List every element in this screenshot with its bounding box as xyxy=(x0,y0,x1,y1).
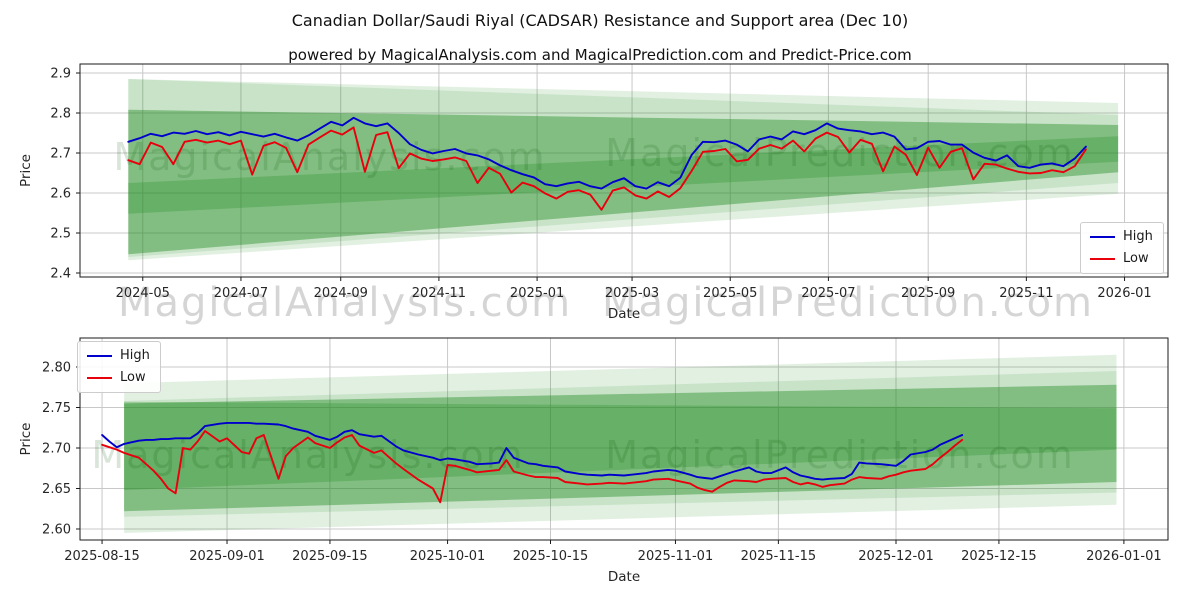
y-tick-label: 2.65 xyxy=(42,482,71,497)
y-tick-label: 2.70 xyxy=(42,441,71,456)
watermark-text: MagicalAnalysis.com xyxy=(91,433,524,477)
x-tick-label: 2025-05 xyxy=(703,286,757,301)
overview-chart: MagicalAnalysis.com MagicalPrediction.com… xyxy=(18,63,1169,322)
x-tick-label: 2025-11-01 xyxy=(638,549,714,564)
x-tick-label: 2025-09 xyxy=(901,286,955,301)
y-tick-label: 2.8 xyxy=(50,107,71,122)
low-line xyxy=(101,430,964,504)
legend-item-low: Low xyxy=(87,370,150,386)
y-tick-label: 2.9 xyxy=(50,67,71,82)
x-tick-label: 2024-11 xyxy=(412,286,466,301)
support-resistance-band xyxy=(124,371,1117,517)
x-tick-label: 2025-08-15 xyxy=(64,549,140,564)
y-axis-label: Price xyxy=(18,154,34,187)
x-tick-label: 2025-09-15 xyxy=(292,549,368,564)
y-tick-label: 2.75 xyxy=(42,401,71,416)
legend-overview: High Low xyxy=(1080,222,1164,274)
x-tick-label: 2026-01-01 xyxy=(1086,549,1162,564)
x-tick-label: 2025-11 xyxy=(999,286,1053,301)
plot-frame xyxy=(79,63,1169,278)
legend-label-high: High xyxy=(120,348,150,363)
legend-label-high: High xyxy=(1123,229,1153,244)
x-tick-label: 2024-05 xyxy=(116,286,170,301)
x-tick-label: 2025-11-15 xyxy=(741,549,817,564)
legend-item-high: High xyxy=(87,348,150,364)
legend-label-low: Low xyxy=(1123,251,1149,266)
y-tick-label: 2.80 xyxy=(42,360,71,375)
support-resistance-band xyxy=(124,384,1117,512)
y-tick-label: 2.5 xyxy=(50,227,71,242)
legend-recent: High Low xyxy=(77,341,161,393)
chart-title: Canadian Dollar/Saudi Riyal (CADSAR) Res… xyxy=(291,11,909,30)
y-tick-label: 2.6 xyxy=(50,187,71,202)
legend-item-low: Low xyxy=(1090,251,1153,267)
x-axis-label: Date xyxy=(608,569,640,585)
high-line-swatch xyxy=(1090,236,1115,238)
x-tick-label: 2025-10-15 xyxy=(513,549,589,564)
low-line-swatch xyxy=(1090,258,1115,260)
x-tick-label: 2025-03 xyxy=(605,286,659,301)
x-tick-label: 2025-09-01 xyxy=(189,549,265,564)
x-tick-label: 2025-12-15 xyxy=(961,549,1037,564)
y-axis-label: Price xyxy=(18,423,34,456)
x-tick-label: 2025-12-01 xyxy=(858,549,934,564)
support-resistance-band xyxy=(124,401,1117,491)
support-resistance-band xyxy=(128,79,1119,257)
support-resistance-band xyxy=(128,79,1119,261)
low-line xyxy=(127,126,1087,211)
plot-frame xyxy=(79,337,1169,541)
x-tick-label: 2025-07 xyxy=(801,286,855,301)
x-tick-label: 2026-01 xyxy=(1097,286,1151,301)
low-line-swatch xyxy=(87,377,112,379)
support-resistance-band xyxy=(128,136,1119,214)
x-tick-label: 2024-07 xyxy=(214,286,268,301)
support-resistance-band xyxy=(128,109,1119,255)
high-line-swatch xyxy=(87,355,112,357)
watermark-text: MagicalPrediction.com xyxy=(605,433,1075,477)
high-line xyxy=(101,421,964,481)
x-tick-label: 2024-09 xyxy=(314,286,368,301)
support-resistance-band xyxy=(124,354,1117,533)
y-tick-label: 2.7 xyxy=(50,147,71,162)
y-tick-label: 2.60 xyxy=(42,522,71,537)
high-line xyxy=(127,116,1087,190)
chart-subtitle: powered by MagicalAnalysis.com and Magic… xyxy=(288,46,912,64)
recent-chart: MagicalAnalysis.com MagicalPrediction.com… xyxy=(18,337,1169,585)
legend-label-low: Low xyxy=(120,370,146,385)
y-tick-label: 2.4 xyxy=(50,267,71,282)
x-tick-label: 2025-01 xyxy=(510,286,564,301)
x-axis-label: Date xyxy=(608,306,640,322)
x-tick-label: 2025-10-01 xyxy=(410,549,486,564)
legend-item-high: High xyxy=(1090,229,1153,245)
